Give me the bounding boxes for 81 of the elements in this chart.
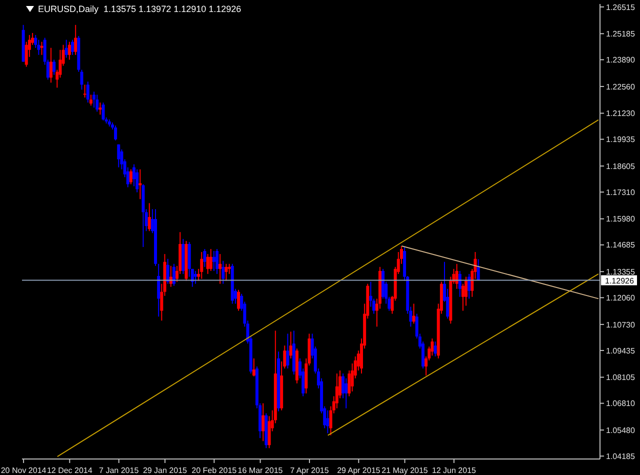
- ref-line-label: 1.12926: [605, 276, 634, 286]
- candlestick: [89, 94, 92, 106]
- candlestick: [37, 39, 40, 56]
- candlestick: [458, 270, 462, 298]
- candlestick: [224, 263, 228, 282]
- candlestick: [40, 41, 44, 56]
- x-tick-label: 21 May 2015: [382, 466, 428, 475]
- candlestick: [326, 410, 330, 434]
- candlestick: [200, 252, 204, 280]
- y-tick-label: 1.19935: [606, 135, 636, 144]
- x-tick-label: 20 Nov 2014: [0, 466, 47, 475]
- candlestick: [430, 338, 434, 356]
- candlestick: [64, 39, 68, 58]
- candlestick: [117, 144, 120, 168]
- chart-title: EURUSD,Daily 1.13575 1.13972 1.12910 1.12926: [38, 4, 242, 14]
- candlestick: [136, 168, 139, 193]
- candlestick: [412, 303, 416, 324]
- x-tick-label: 29 Apr 2015: [337, 466, 381, 475]
- candlestick: [222, 260, 225, 284]
- candlestick: [52, 59, 56, 76]
- candlestick: [212, 250, 216, 272]
- x-tick-label: 7 Jan 2015: [99, 466, 140, 475]
- candlestick: [172, 263, 176, 286]
- candlestick: [98, 102, 102, 116]
- y-tick-label: 1.25185: [606, 30, 636, 39]
- candlestick: [138, 168, 142, 200]
- candlestick: [344, 378, 348, 409]
- y-tick-label: 1.21230: [606, 109, 636, 118]
- candlestick: [262, 402, 265, 442]
- candlestick: [203, 248, 206, 268]
- candlestick: [148, 202, 151, 232]
- y-tick-label: 1.17310: [606, 188, 636, 197]
- candlestick: [157, 263, 160, 318]
- x-tick-label: 16 Mar 2015: [238, 466, 284, 475]
- y-tick-label: 1.06810: [606, 399, 636, 408]
- candlestick: [96, 94, 99, 112]
- candlestick: [49, 47, 52, 84]
- candlestick: [102, 102, 105, 121]
- y-tick-label: 1.15980: [606, 214, 636, 224]
- y-tick-label: 1.12060: [606, 294, 636, 303]
- candlestick: [286, 333, 290, 369]
- candlestick: [216, 248, 218, 274]
- candlestick: [129, 168, 132, 185]
- x-tick-label: 29 Jan 2015: [142, 466, 188, 475]
- y-tick-label: 1.26515: [606, 2, 636, 12]
- y-tick-label: 1.22560: [606, 82, 636, 92]
- x-tick-label: 20 Feb 2015: [192, 466, 238, 475]
- candlestick: [434, 341, 437, 357]
- y-tick-label: 1.18605: [606, 162, 636, 171]
- y-tick-label: 1.08105: [606, 373, 636, 382]
- candlestick: [114, 124, 118, 141]
- y-tick-label: 1.04185: [606, 452, 636, 461]
- x-tick-label: 7 Apr 2015: [290, 466, 330, 475]
- candlestick: [237, 289, 240, 312]
- candlestick: [206, 254, 210, 274]
- candlestick: [252, 358, 256, 377]
- candlestick: [289, 331, 292, 359]
- candlestick: [74, 24, 78, 56]
- y-tick-label: 1.13355: [606, 267, 636, 276]
- candlestick: [71, 39, 74, 56]
- x-tick-label: 12 Dec 2014: [46, 466, 93, 475]
- candlestick: [218, 254, 222, 284]
- y-tick-label: 1.23890: [606, 56, 636, 65]
- y-tick-label: 1.09435: [606, 346, 636, 356]
- y-tick-label: 1.14685: [606, 240, 636, 250]
- candlestick: [476, 258, 480, 282]
- candlestick: [228, 263, 231, 274]
- y-tick-label: 1.05480: [606, 426, 636, 435]
- candlestick: [461, 283, 464, 312]
- candlestick: [86, 81, 90, 104]
- y-tick-label: 1.10730: [606, 320, 636, 330]
- candlestick: [455, 263, 458, 290]
- candlestick: [80, 69, 84, 90]
- candlestick: [194, 270, 197, 284]
- candlestick: [92, 91, 96, 108]
- candlestick: [209, 248, 212, 272]
- candlestick: [166, 258, 170, 284]
- candlestick: [68, 41, 71, 60]
- x-tick-label: 12 Jun 2015: [432, 466, 477, 475]
- candlestick: [83, 84, 86, 98]
- candlestick: [468, 273, 471, 300]
